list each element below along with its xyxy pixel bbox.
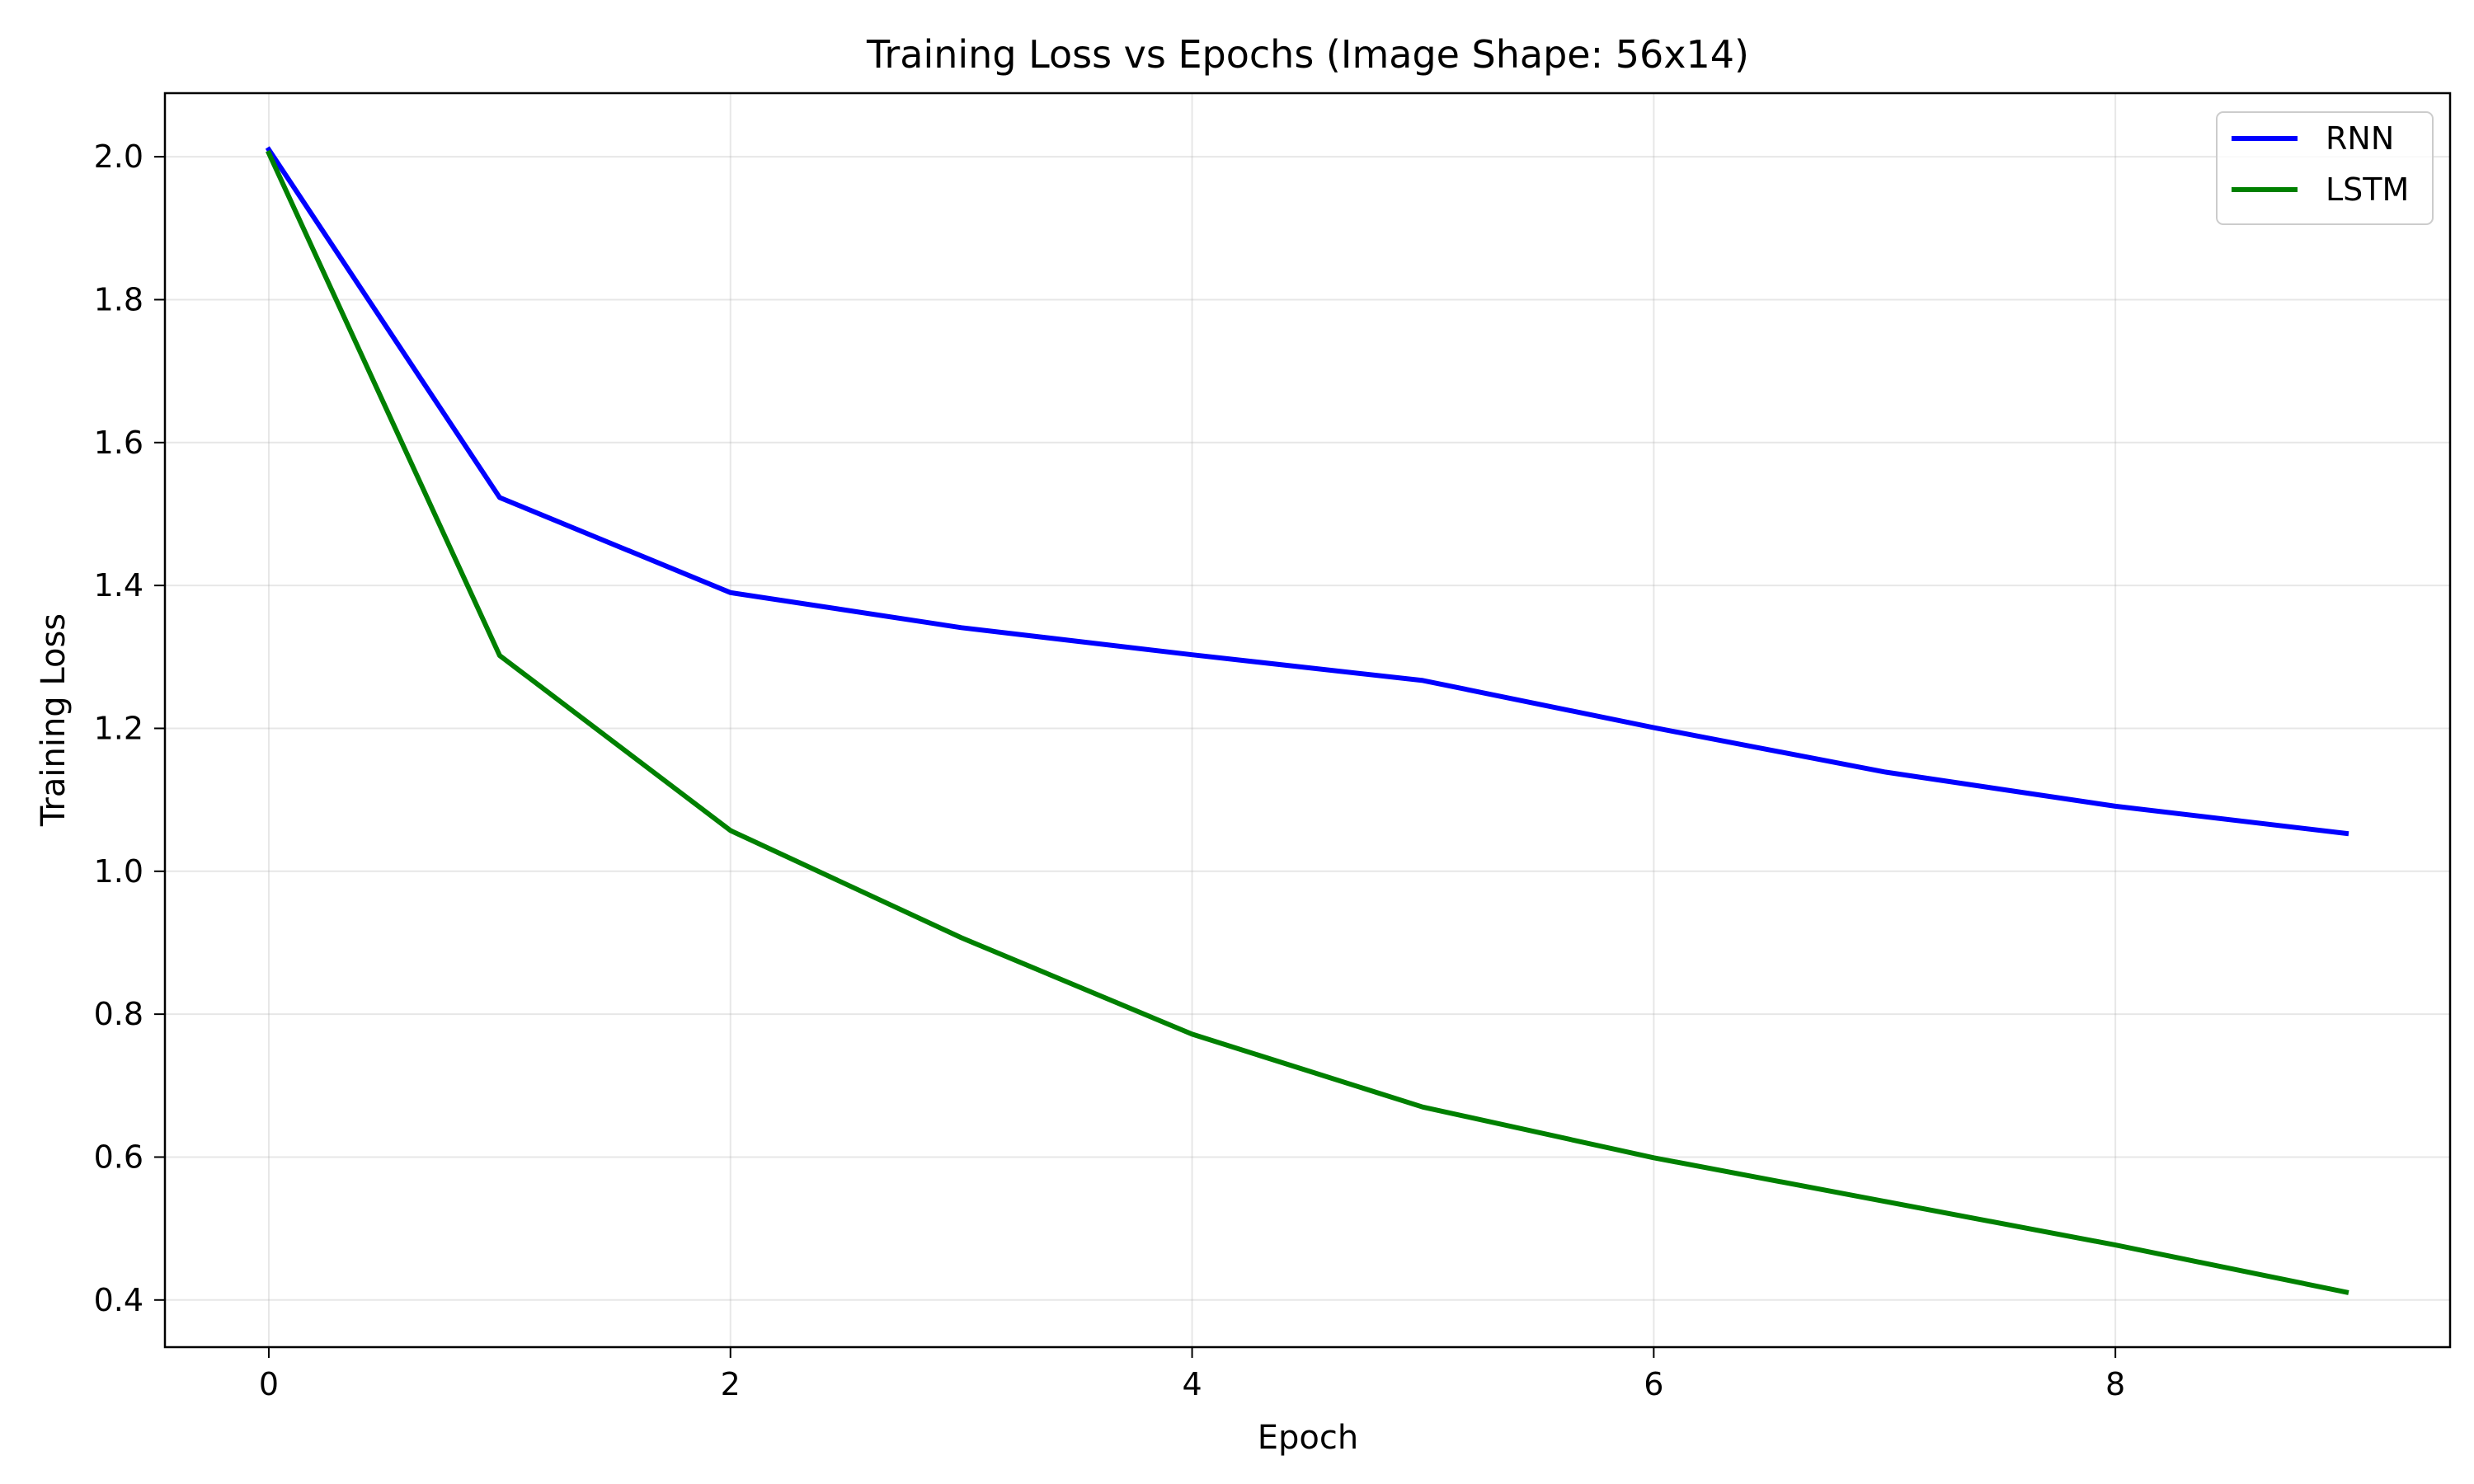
y-tick-label: 0.8 (94, 996, 143, 1032)
y-tick-label: 1.2 (94, 710, 143, 746)
y-tick-label: 1.6 (94, 425, 143, 461)
plot-area (165, 93, 2450, 1347)
axis-ticks: 0 2 4 6 8 0.4 0.6 0.8 1.0 1.2 1.4 1.6 1.8 2.0 (94, 139, 2126, 1402)
legend: RNN LSTM (2216, 111, 2434, 225)
series-line-lstm (266, 149, 2349, 1295)
series-line-rnn (265, 146, 2349, 837)
x-tick-label: 0 (259, 1366, 279, 1402)
x-tick-label: 6 (1644, 1366, 1663, 1402)
x-axis-label: Epoch (1258, 1419, 1358, 1457)
y-tick-label: 1.0 (94, 853, 143, 890)
y-tick-label: 1.4 (94, 567, 143, 603)
legend-label-rnn: RNN (2326, 120, 2394, 157)
x-tick-label: 8 (2105, 1366, 2125, 1402)
legend-label-lstm: LSTM (2326, 171, 2409, 208)
y-tick-label: 0.6 (94, 1139, 143, 1175)
x-tick-label: 2 (721, 1366, 741, 1402)
y-tick-label: 2.0 (94, 139, 143, 175)
grid-lines (165, 93, 2450, 1347)
y-axis-label: Training Loss (35, 613, 73, 827)
x-tick-label: 4 (1182, 1366, 1202, 1402)
y-tick-label: 1.8 (94, 281, 143, 317)
y-tick-label: 0.4 (94, 1282, 143, 1318)
chart-title: Training Loss vs Epochs (Image Shape: 56… (866, 32, 1749, 77)
plot-frame (163, 92, 2452, 1349)
series-lines (265, 146, 2349, 1295)
